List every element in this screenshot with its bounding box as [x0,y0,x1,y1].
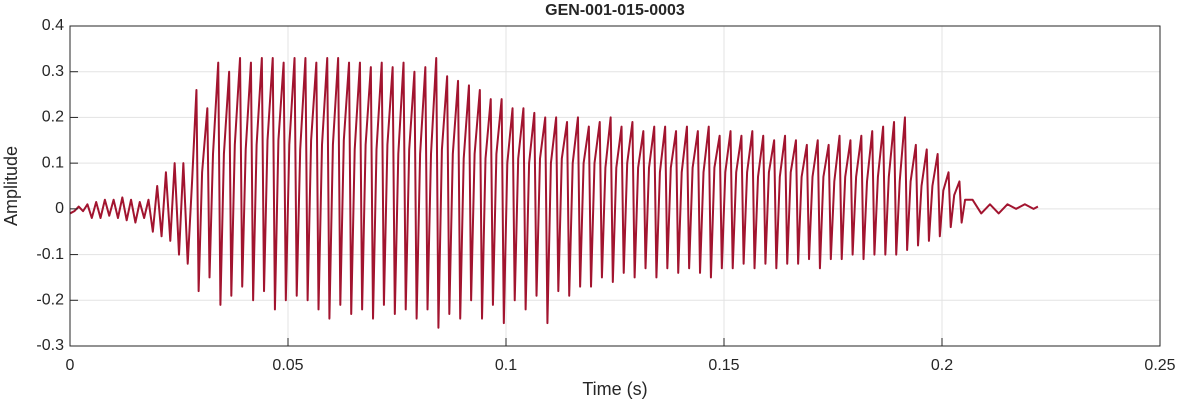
waveform-line [69,57,1039,329]
y-tick-label: 0.1 [42,154,64,171]
y-tick-label: -0.1 [36,246,64,263]
x-tick-label: 0.2 [931,357,953,374]
x-tick-label: 0.05 [272,357,303,374]
x-tick-label: 0.15 [708,357,739,374]
plot [69,57,1039,329]
y-tick-label: -0.2 [36,292,64,309]
axes-box [69,25,1161,347]
y-tick-label: -0.3 [36,337,64,354]
x-tick-label: 0 [66,357,75,374]
y-tick-label: 0.2 [42,109,64,126]
x-tick-label: 0.25 [1144,357,1175,374]
x-tick-label: 0.1 [495,357,517,374]
x-axis-label: Time (s) [582,379,647,399]
y-tick-label: 0.4 [42,17,64,34]
y-tick-label: 0 [55,200,64,217]
y-axis-label: Amplitude [1,146,21,226]
y-tick-label: 0.3 [42,63,64,80]
chart-title: GEN-001-015-0003 [545,2,685,19]
